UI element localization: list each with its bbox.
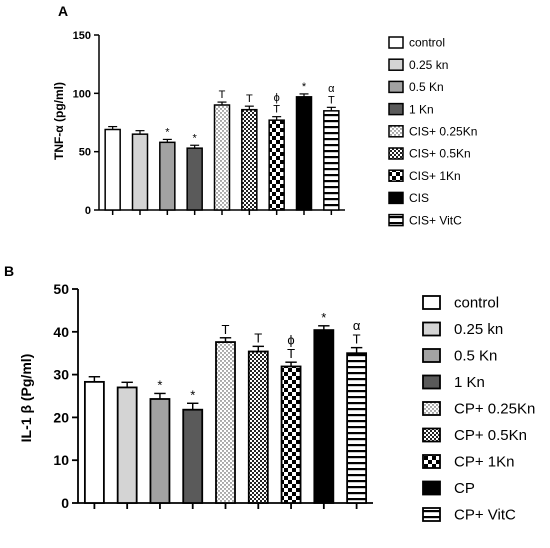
legend-label: CP+ VitC — [454, 506, 516, 523]
y-tick-label: 10 — [53, 452, 69, 468]
legend-swatch — [388, 80, 404, 94]
legend-label: CP+ 0.5Kn — [454, 427, 527, 444]
legend-swatch — [422, 295, 441, 310]
bar — [131, 133, 149, 211]
legend-swatch — [388, 213, 404, 227]
bar — [83, 380, 105, 504]
legend-swatch — [422, 374, 441, 390]
significance-label: * — [165, 126, 170, 138]
panel-a: A TNF-α (pg/ml) 0 50 100 150 * * T T Tϕ * Tα contr… — [52, 3, 477, 227]
y-tick-label: 30 — [53, 367, 69, 383]
y-tick-label: 40 — [53, 324, 69, 340]
legend-label: CIS+ 1Kn — [409, 169, 461, 183]
significance-label: α — [353, 318, 361, 333]
legend-label: CP — [454, 480, 475, 497]
significance-label: α — [328, 83, 335, 95]
legend-label: 0.25 kn — [409, 58, 448, 72]
significance-label: T — [219, 89, 226, 101]
legend: control 0.25 kn 0.5 Kn 1 Kn CIS+ 0.25Kn CIS+ … — [388, 36, 477, 227]
bar — [241, 108, 258, 211]
bar — [149, 398, 171, 504]
legend-swatch — [422, 427, 441, 443]
legend-swatch — [388, 147, 404, 160]
significance-label: T — [222, 322, 230, 337]
legend-swatch — [422, 454, 441, 469]
legend-label: control — [409, 36, 445, 50]
legend-label: 1 Kn — [454, 374, 485, 391]
bar — [182, 408, 204, 504]
bar — [313, 329, 335, 504]
legend-label: 0.5 Kn — [454, 347, 497, 364]
y-tick-label: 100 — [73, 88, 91, 100]
legend-swatch — [388, 191, 404, 205]
y-tick-label: 50 — [53, 281, 69, 297]
bar — [295, 96, 313, 211]
bar — [116, 386, 138, 504]
legend-label: 0.5 Kn — [409, 80, 444, 94]
significance-label: T — [328, 94, 335, 106]
panel-label: A — [58, 3, 68, 19]
significance-label: ϕ — [274, 92, 280, 104]
significance-label: T — [287, 346, 295, 361]
plot-area: 0 50 100 150 * * T T Tϕ * Tα — [73, 30, 345, 217]
legend-label: CP+ 0.25Kn — [454, 400, 535, 417]
bar — [268, 119, 285, 211]
plot-area: 0 10 20 30 40 50 * * T T Tϕ * Tα — [53, 281, 373, 511]
legend: control 0.25 kn 0.5 Kn 1 Kn CP+ 0.25Kn CP+ 0.… — [422, 294, 535, 523]
legend-label: CIS+ VitC — [409, 213, 462, 227]
bar — [104, 128, 121, 211]
legend-swatch — [422, 480, 441, 496]
significance-label: T — [254, 330, 262, 345]
legend-swatch — [388, 125, 404, 138]
bar — [213, 104, 231, 211]
y-tick-label: 150 — [73, 30, 91, 42]
significance-label: * — [157, 377, 162, 392]
bar — [323, 110, 340, 211]
significance-label: ϕ — [287, 333, 294, 348]
legend-swatch — [388, 102, 404, 116]
panel-label: B — [4, 263, 14, 279]
panel-b: B IL-1 β (Pg/ml) 0 10 20 30 40 50 * * T T Tϕ * Tα co… — [4, 263, 535, 523]
legend-label: control — [454, 294, 499, 311]
legend-swatch — [422, 507, 441, 522]
bar — [346, 352, 368, 504]
legend-label: CP+ 1Kn — [454, 453, 514, 470]
y-tick-label: 0 — [61, 495, 69, 511]
significance-label: T — [246, 93, 253, 105]
bar — [159, 141, 176, 211]
significance-label: * — [321, 310, 326, 325]
legend-label: CIS+ 0.25Kn — [409, 124, 477, 138]
y-axis-label: IL-1 β (Pg/ml) — [18, 354, 34, 443]
legend-swatch — [388, 36, 404, 49]
bar — [280, 365, 302, 504]
significance-label: T — [353, 332, 361, 347]
y-tick-label: 50 — [79, 147, 91, 159]
legend-swatch — [422, 321, 441, 337]
legend-label: CIS — [409, 191, 429, 205]
legend-swatch — [422, 401, 441, 416]
bar — [186, 147, 203, 211]
bar — [215, 341, 236, 504]
legend-swatch — [422, 348, 441, 363]
legend-label: CIS+ 0.5Kn — [409, 147, 471, 161]
legend-swatch — [388, 169, 404, 182]
legend-label: 1 Kn — [409, 102, 434, 116]
significance-label: * — [190, 387, 195, 402]
significance-label: * — [193, 132, 198, 144]
bar — [247, 350, 269, 504]
y-tick-label: 20 — [53, 409, 69, 425]
y-tick-label: 0 — [85, 205, 91, 217]
legend-swatch — [388, 58, 404, 71]
y-axis-label: TNF-α (pg/ml) — [52, 82, 66, 160]
legend-label: 0.25 kn — [454, 321, 503, 338]
significance-label: * — [302, 81, 307, 93]
significance-label: T — [273, 104, 280, 116]
